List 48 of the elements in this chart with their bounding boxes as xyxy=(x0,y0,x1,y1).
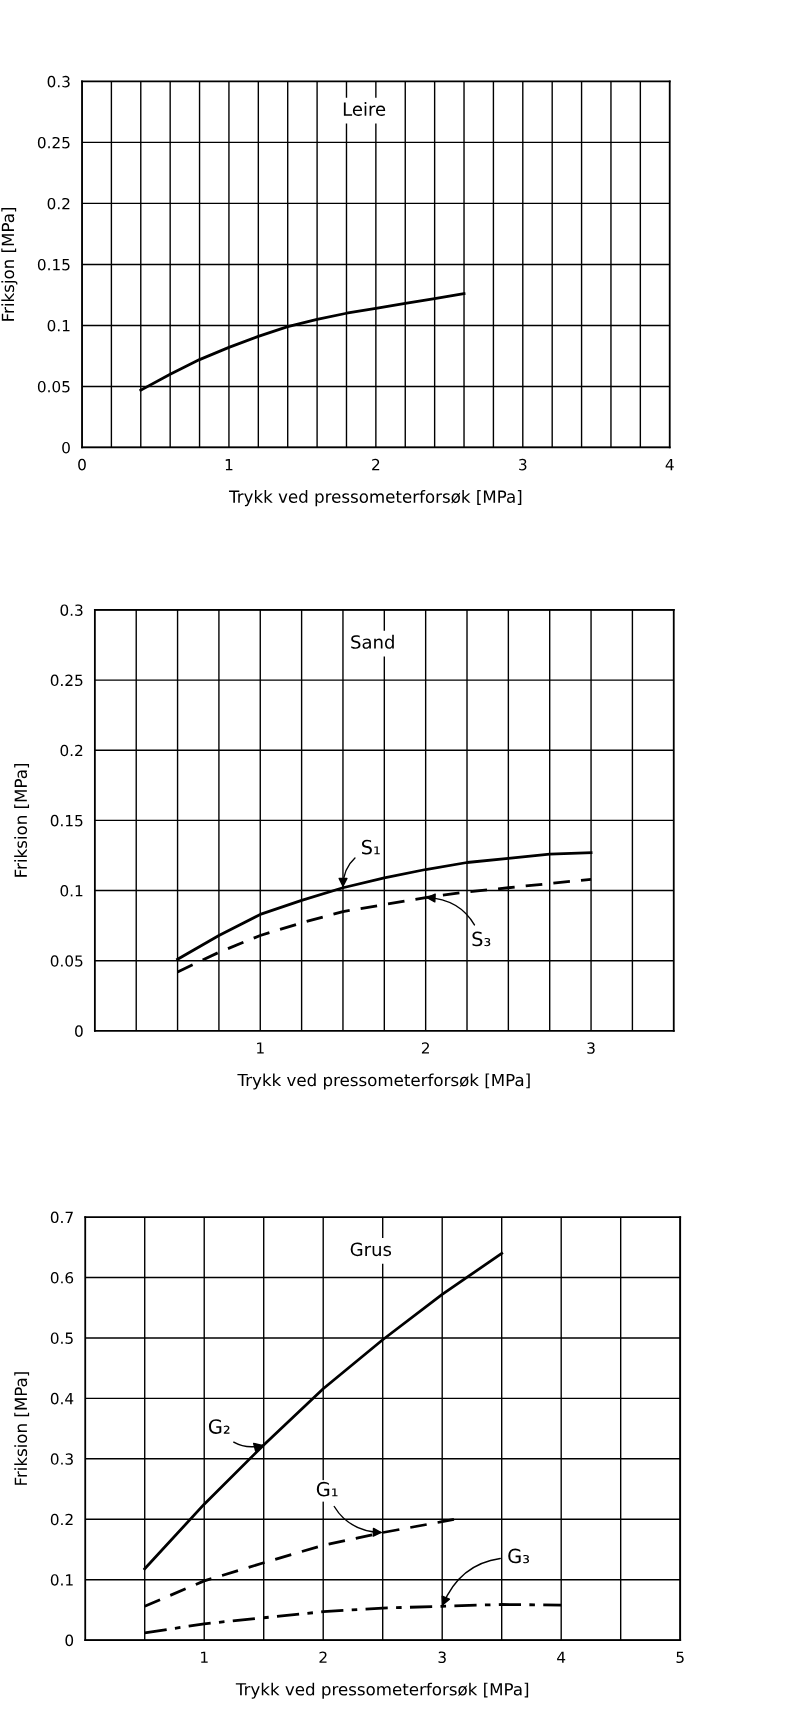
x-tick-label: 2 xyxy=(319,1651,327,1663)
y-tick-label: 0.3 xyxy=(50,1453,73,1465)
x-tick-label: 5 xyxy=(676,1651,684,1664)
y-tick-label: 0.15 xyxy=(37,258,70,271)
y-tick-label: 0.25 xyxy=(50,674,83,687)
y-tick-label: 0.2 xyxy=(47,197,70,210)
y-tick-label: 0.25 xyxy=(37,136,70,149)
y-tick-label: 0.3 xyxy=(60,604,83,616)
y-tick-label: 0.7 xyxy=(50,1211,73,1224)
x-tick-label: 4 xyxy=(557,1651,566,1663)
y-tick-label: 0.15 xyxy=(50,814,83,827)
text: G₁ xyxy=(316,1481,338,1497)
x-axis-title: Trykk ved pressometerforsøk [MPa] xyxy=(237,1073,530,1090)
text: Leire xyxy=(343,101,386,116)
y-tick-label: 0.1 xyxy=(60,885,83,897)
x-axis-title: Trykk ved pressometerforsøk [MPa] xyxy=(228,490,522,507)
text: S₃ xyxy=(472,931,491,947)
x-tick-label: 2 xyxy=(421,1042,429,1054)
y-tick-label: 0 xyxy=(65,1634,74,1647)
y-tick-label: 0.1 xyxy=(50,1574,73,1586)
text: Grus xyxy=(350,1242,392,1257)
x-tick-label: 4 xyxy=(665,459,674,471)
y-tick-label: 0 xyxy=(62,441,70,454)
text: Sand xyxy=(351,634,394,649)
y-tick-label: 0.5 xyxy=(50,1332,73,1344)
y-axis-title: Friksion [MPa] xyxy=(14,763,30,877)
x-tick-label: 3 xyxy=(519,458,527,471)
x-tick-label: 3 xyxy=(587,1042,595,1054)
y-tick-label: 0.2 xyxy=(50,1513,73,1526)
text: G₃ xyxy=(508,1548,530,1564)
y-tick-label: 0.3 xyxy=(47,75,70,88)
y-tick-label: 0.05 xyxy=(37,380,70,393)
x-tick-label: 1 xyxy=(225,459,233,471)
y-tick-label: 0 xyxy=(75,1025,83,1037)
x-axis-title: Trykk ved pressometerforsøk [MPa] xyxy=(235,1682,529,1699)
x-tick-label: 3 xyxy=(438,1651,446,1664)
y-tick-label: 0.2 xyxy=(60,744,83,757)
x-tick-label: 2 xyxy=(372,458,380,471)
y-tick-label: 0.1 xyxy=(47,319,70,332)
series-label: S₁ xyxy=(361,839,380,855)
y-axis-title: Friksjon [MPa] xyxy=(1,207,18,321)
series-label: G₂ xyxy=(208,1419,230,1434)
y-axis-title: Friksion [MPa] xyxy=(14,1372,30,1485)
y-tick-label: 0.6 xyxy=(50,1271,74,1284)
x-tick-label: 1 xyxy=(257,1042,264,1054)
y-tick-label: 0.4 xyxy=(50,1392,74,1405)
y-tick-label: 0.05 xyxy=(50,955,83,967)
x-tick-label: 1 xyxy=(201,1651,208,1663)
